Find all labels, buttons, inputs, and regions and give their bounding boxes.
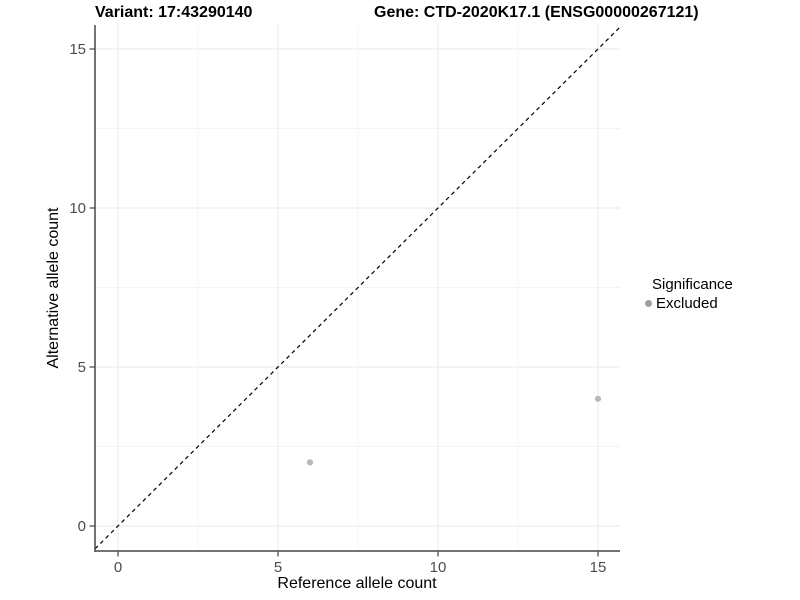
y-tick-label: 10 bbox=[69, 200, 86, 217]
y-tick-label: 0 bbox=[78, 518, 86, 535]
variant-title: Variant: 17:43290140 bbox=[95, 4, 253, 21]
y-tick-label: 15 bbox=[69, 41, 86, 58]
identity-dashed-line bbox=[94, 26, 621, 550]
y-axis-title: Alternative allele count bbox=[45, 207, 62, 369]
gene-title: Gene: CTD-2020K17.1 (ENSG00000267121) bbox=[374, 4, 699, 21]
x-axis-title: Reference allele count bbox=[277, 575, 437, 592]
legend-entry-label: Excluded bbox=[656, 295, 718, 312]
excluded-point-icon bbox=[645, 300, 652, 307]
x-tick-label: 15 bbox=[590, 559, 607, 576]
y-tick-label: 5 bbox=[78, 359, 86, 376]
legend-title: Significance bbox=[652, 276, 733, 293]
data-point bbox=[594, 395, 602, 402]
x-tick-label: 5 bbox=[274, 559, 282, 576]
legend: Significance Excluded bbox=[645, 276, 733, 312]
x-tick-label: 0 bbox=[114, 559, 122, 576]
x-tick-label: 10 bbox=[430, 559, 447, 576]
data-point bbox=[306, 459, 314, 466]
legend-entry-excluded: Excluded bbox=[645, 295, 733, 312]
